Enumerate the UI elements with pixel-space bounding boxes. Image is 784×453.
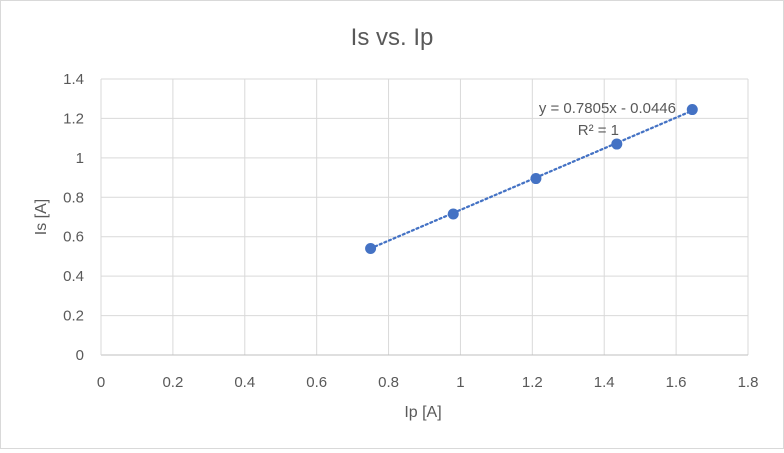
data-point (365, 243, 377, 255)
trendline-r-squared: R² = 1 (578, 122, 619, 139)
x-tick-label: 0.6 (306, 374, 327, 391)
gridlines (100, 78, 749, 356)
y-axis-title: Is [A] (33, 199, 50, 235)
data-point (611, 138, 623, 150)
y-tick-label: 1.2 (63, 110, 84, 127)
x-tick-label: 0.2 (162, 374, 183, 391)
data-points (365, 104, 698, 255)
y-tick-label: 1.4 (63, 71, 84, 88)
x-tick-label: 1.2 (522, 374, 543, 391)
y-tick-label: 1 (76, 150, 84, 167)
x-tick-label: 1.6 (666, 374, 687, 391)
x-axis-title: Ip [A] (404, 404, 441, 421)
x-tick-label: 0.8 (378, 374, 399, 391)
x-tick-label: 1.4 (594, 374, 615, 391)
tick-labels: 0 0.2 0.4 0.6 0.8 1 1.2 1.4 1.6 1.8 0 0.2 0.4 0.6 0.8 1… (63, 71, 758, 391)
data-point (447, 208, 459, 220)
x-tick-label: 1 (456, 374, 464, 391)
x-tick-label: 0 (97, 374, 105, 391)
y-tick-label: 0.8 (63, 189, 84, 206)
y-tick-label: 0.2 (63, 308, 84, 325)
trendline-equation: y = 0.7805x - 0.0446 (539, 100, 676, 117)
data-point (530, 173, 542, 185)
y-tick-label: 0 (76, 347, 84, 364)
chart-title: Is vs. Ip (351, 24, 434, 51)
y-tick-label: 0.4 (63, 268, 84, 285)
x-tick-label: 0.4 (234, 374, 255, 391)
x-tick-label: 1.8 (738, 374, 759, 391)
data-point (686, 104, 698, 116)
y-tick-label: 0.6 (63, 229, 84, 246)
